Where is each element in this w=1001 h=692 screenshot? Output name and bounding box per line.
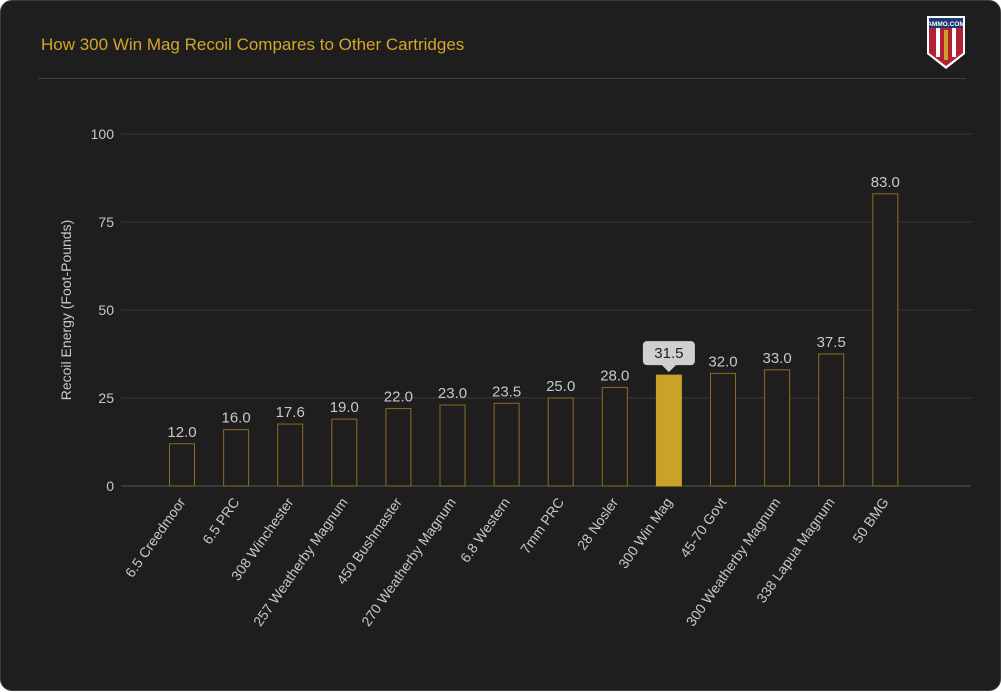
bar — [331, 418, 358, 487]
x-tick-label: 7mm PRC — [517, 495, 567, 557]
data-label: 23.0 — [438, 385, 467, 402]
y-axis-label: Recoil Energy (Foot-Pounds) — [58, 220, 74, 401]
svg-text:AMMO.COM: AMMO.COM — [927, 21, 965, 28]
x-tick-label: 6.5 Creedmoor — [122, 494, 189, 580]
data-label: 31.5 — [654, 345, 683, 362]
tooltip — [642, 341, 695, 373]
chart-title: How 300 Win Mag Recoil Compares to Other… — [41, 35, 465, 54]
data-label: 32.0 — [708, 353, 737, 370]
bar — [655, 374, 682, 487]
x-tick-label: 257 Weatherby Magnum — [250, 495, 351, 630]
data-label: 33.0 — [762, 350, 791, 367]
bar — [764, 369, 791, 487]
data-label: 12.0 — [167, 424, 196, 441]
ammo-logo-icon: AMMO.COM — [927, 16, 965, 69]
bar — [493, 402, 520, 487]
bar — [601, 386, 628, 487]
data-label: 83.0 — [871, 174, 900, 191]
data-label: 17.6 — [276, 404, 305, 421]
x-tick-label: 28 Nosler — [574, 494, 622, 553]
y-tick-label: 75 — [98, 214, 114, 230]
x-tick-label: 300 Win Mag — [615, 495, 675, 572]
bar — [872, 193, 899, 487]
x-tick-label: 6.5 PRC — [199, 495, 242, 548]
x-tick-label: 45-70 Govt — [677, 494, 730, 560]
title-divider — [38, 78, 966, 79]
data-label: 37.5 — [817, 334, 846, 351]
y-tick-label: 25 — [98, 390, 114, 406]
data-label: 22.0 — [384, 389, 413, 406]
y-tick-label: 0 — [106, 478, 114, 494]
data-label: 16.0 — [221, 410, 250, 427]
data-label: 25.0 — [546, 378, 575, 395]
bar — [547, 397, 574, 487]
x-tick-label: 270 Weatherby Magnum — [358, 495, 459, 630]
y-tick-label: 100 — [91, 126, 115, 142]
bar — [169, 443, 195, 487]
x-tick-label: 6.8 Western — [457, 495, 513, 566]
y-tick-label: 50 — [98, 302, 114, 318]
bar — [710, 372, 736, 487]
data-label: 28.0 — [600, 367, 629, 384]
bar — [385, 408, 412, 487]
data-label: 23.5 — [492, 383, 521, 400]
bar — [818, 353, 845, 487]
x-tick-label: 50 BMG — [849, 495, 892, 546]
bar — [439, 404, 466, 487]
x-tick-label: 300 Weatherby Magnum — [683, 495, 784, 630]
data-label: 19.0 — [330, 399, 359, 416]
bar — [223, 429, 250, 487]
bar — [277, 423, 304, 487]
